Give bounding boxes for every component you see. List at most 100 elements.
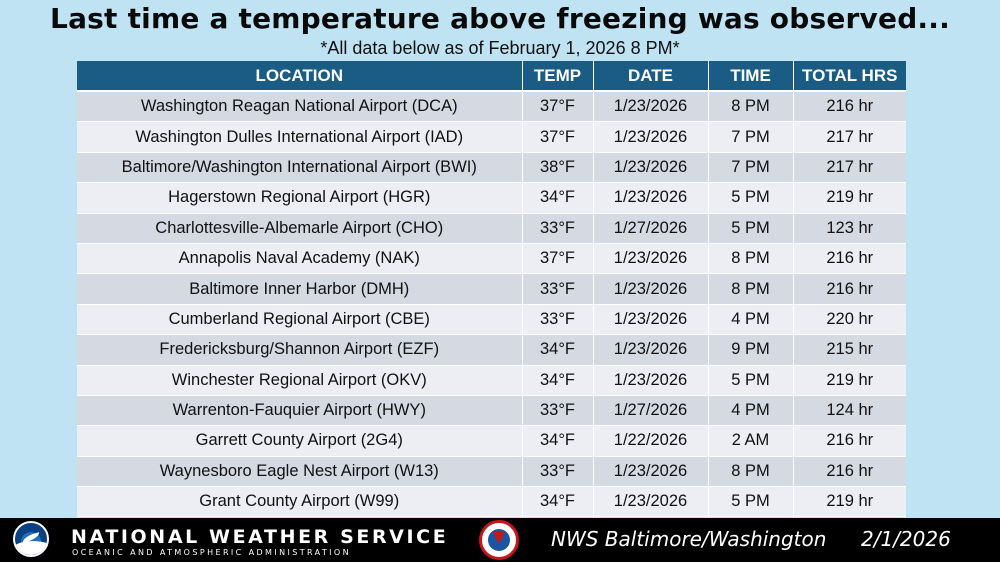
cell-time: 5 PM: [708, 213, 794, 244]
page-title: Last time a temperature above freezing w…: [50, 2, 950, 35]
table-row: Charlottesville-Albemarle Airport (CHO) 3…: [77, 213, 906, 244]
cell-temp: 37°F: [522, 243, 594, 275]
cell-total-hrs: 219 hr: [793, 182, 906, 214]
table-row: Annapolis Naval Academy (NAK) 37°F 1/23/20…: [77, 243, 906, 275]
cell-time: 7 PM: [708, 121, 794, 153]
table-row: Fredericksburg/Shannon Airport (EZF) 34°F…: [77, 334, 906, 366]
cell-date: 1/23/2026: [593, 334, 709, 366]
cell-temp: 33°F: [522, 395, 594, 427]
cell-time: 8 PM: [708, 456, 794, 488]
cell-date: 1/23/2026: [593, 121, 709, 153]
column-header-temp: TEMP: [522, 61, 594, 92]
cell-date: 1/22/2026: [593, 425, 709, 457]
cell-temp: 33°F: [522, 213, 594, 244]
cell-location: Cumberland Regional Airport (CBE): [77, 304, 523, 336]
cell-date: 1/23/2026: [593, 91, 709, 123]
table-row: Garrett County Airport (2G4) 34°F 1/22/202…: [77, 425, 906, 457]
cell-location: Baltimore/Washington International Airpo…: [77, 152, 523, 184]
cell-location: Annapolis Naval Academy (NAK): [77, 243, 523, 275]
cell-time: 8 PM: [708, 91, 794, 123]
cell-temp: 34°F: [522, 425, 594, 457]
cell-total-hrs: 216 hr: [793, 425, 906, 457]
cell-location: Washington Dulles International Airport …: [77, 121, 523, 153]
cell-total-hrs: 219 hr: [793, 365, 906, 396]
page-subtitle: *All data below as of February 1, 2026 8…: [320, 38, 680, 58]
cell-date: 1/23/2026: [593, 182, 709, 214]
cell-time: 5 PM: [708, 486, 794, 518]
column-header-time: TIME: [708, 61, 794, 92]
cell-location: Grant County Airport (W99): [77, 486, 523, 518]
cell-temp: 34°F: [522, 486, 594, 518]
nws-logo-icon: [479, 520, 519, 560]
cell-time: 4 PM: [708, 395, 794, 427]
cell-location: Winchester Regional Airport (OKV): [77, 365, 523, 396]
cell-total-hrs: 216 hr: [793, 456, 906, 488]
cell-temp: 37°F: [522, 121, 594, 153]
cell-date: 1/27/2026: [593, 213, 709, 244]
table-row: Winchester Regional Airport (OKV) 34°F 1/2…: [77, 365, 906, 396]
cell-time: 9 PM: [708, 334, 794, 366]
footer-bar: NATIONAL WEATHER SERVICE OCEANIC AND ATM…: [0, 518, 1000, 562]
cell-date: 1/23/2026: [593, 304, 709, 336]
footer-date: 2/1/2026: [861, 527, 951, 551]
cell-total-hrs: 216 hr: [793, 243, 906, 275]
cell-total-hrs: 217 hr: [793, 121, 906, 153]
column-header-location: LOCATION: [77, 61, 523, 92]
table-row: Cumberland Regional Airport (CBE) 33°F 1/2…: [77, 304, 906, 336]
column-header-total-hrs: TOTAL HRS: [793, 61, 906, 92]
table-body: Washington Reagan National Airport (DCA)…: [77, 91, 906, 518]
column-header-date: DATE: [593, 61, 709, 92]
cell-date: 1/27/2026: [593, 395, 709, 427]
cell-location: Charlottesville-Albemarle Airport (CHO): [77, 213, 523, 244]
cell-location: Garrett County Airport (2G4): [77, 425, 523, 457]
cell-location: Baltimore Inner Harbor (DMH): [77, 273, 523, 305]
table-row: Waynesboro Eagle Nest Airport (W13) 33°F 1…: [77, 456, 906, 488]
cell-location: Warrenton-Fauquier Airport (HWY): [77, 395, 523, 427]
cell-time: 2 AM: [708, 425, 794, 457]
table-row: Washington Reagan National Airport (DCA)…: [77, 91, 906, 123]
cell-temp: 34°F: [522, 334, 594, 366]
cell-temp: 33°F: [522, 304, 594, 336]
cell-temp: 37°F: [522, 91, 594, 123]
cell-total-hrs: 217 hr: [793, 152, 906, 184]
cell-time: 8 PM: [708, 243, 794, 275]
cell-temp: 33°F: [522, 456, 594, 488]
cell-total-hrs: 216 hr: [793, 273, 906, 305]
cell-temp: 33°F: [522, 273, 594, 305]
cell-date: 1/23/2026: [593, 456, 709, 488]
table-row: Washington Dulles International Airport …: [77, 121, 906, 153]
cell-time: 5 PM: [708, 182, 794, 214]
cell-date: 1/23/2026: [593, 365, 709, 396]
table-row: Baltimore/Washington International Airpo…: [77, 152, 906, 184]
cell-date: 1/23/2026: [593, 273, 709, 305]
cell-time: 4 PM: [708, 304, 794, 336]
freezing-data-table: LOCATION TEMP DATE TIME TOTAL HRS Washin…: [77, 61, 906, 518]
cell-total-hrs: 216 hr: [793, 91, 906, 123]
cell-location: Hagerstown Regional Airport (HGR): [77, 182, 523, 214]
cell-total-hrs: 124 hr: [793, 395, 906, 427]
table-row: Warrenton-Fauquier Airport (HWY) 33°F 1/27…: [77, 395, 906, 427]
cell-date: 1/23/2026: [593, 486, 709, 518]
agency-name: NATIONAL WEATHER SERVICE: [71, 526, 449, 548]
table-row: Baltimore Inner Harbor (DMH) 33°F 1/23/202…: [77, 273, 906, 305]
table-row: Hagerstown Regional Airport (HGR) 34°F 1/2…: [77, 182, 906, 214]
cell-temp: 34°F: [522, 365, 594, 396]
cell-date: 1/23/2026: [593, 243, 709, 275]
cell-temp: 34°F: [522, 182, 594, 214]
cell-time: 8 PM: [708, 273, 794, 305]
agency-subtitle: OCEANIC AND ATMOSPHERIC ADMINISTRATION: [72, 548, 352, 557]
cell-time: 7 PM: [708, 152, 794, 184]
cell-location: Waynesboro Eagle Nest Airport (W13): [77, 456, 523, 488]
cell-total-hrs: 215 hr: [793, 334, 906, 366]
table-header-row: LOCATION TEMP DATE TIME TOTAL HRS: [77, 61, 906, 92]
cell-total-hrs: 220 hr: [793, 304, 906, 336]
cell-total-hrs: 123 hr: [793, 213, 906, 244]
cell-date: 1/23/2026: [593, 152, 709, 184]
cell-temp: 38°F: [522, 152, 594, 184]
cell-total-hrs: 219 hr: [793, 486, 906, 518]
office-name: NWS Baltimore/Washington: [551, 527, 827, 551]
cell-location: Fredericksburg/Shannon Airport (EZF): [77, 334, 523, 366]
table-row: Grant County Airport (W99) 34°F 1/23/2026 5…: [77, 486, 906, 518]
cell-location: Washington Reagan National Airport (DCA): [77, 91, 523, 123]
noaa-logo-icon: [13, 521, 49, 557]
